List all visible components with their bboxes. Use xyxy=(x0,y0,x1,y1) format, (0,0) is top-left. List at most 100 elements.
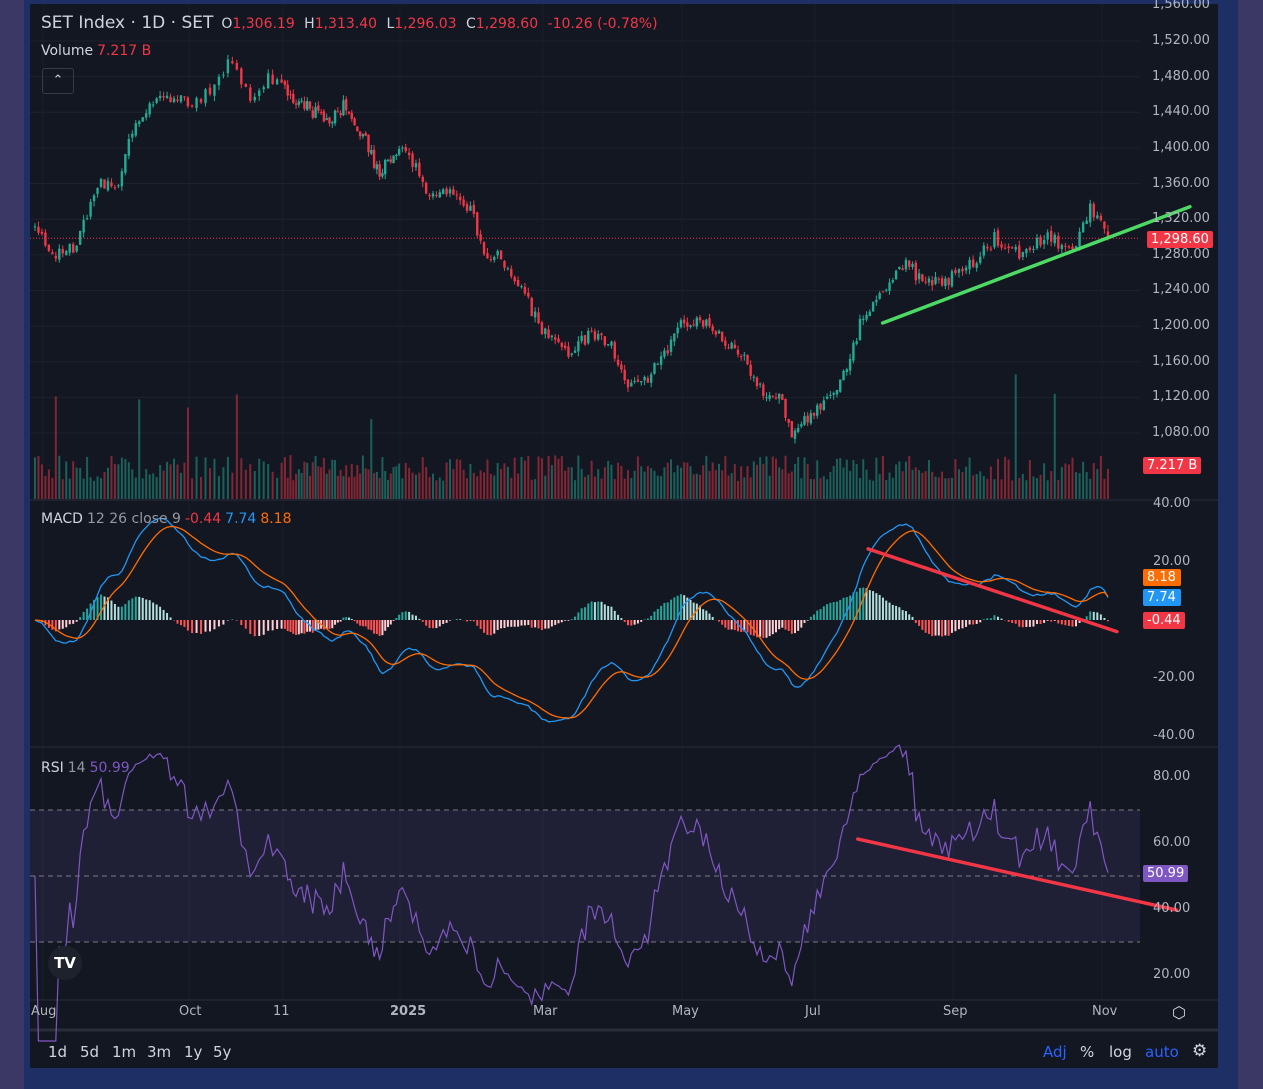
collapse-legend-button[interactable]: ⌃ xyxy=(42,68,74,94)
log-toggle[interactable]: log xyxy=(1109,1043,1132,1061)
volume-bar xyxy=(306,462,309,499)
macd-histogram-bar xyxy=(262,620,265,635)
volume-bar xyxy=(927,459,930,499)
volume-bar xyxy=(47,469,50,499)
candle-body xyxy=(784,398,787,418)
candle-body xyxy=(438,192,441,198)
candle-body xyxy=(787,419,790,423)
time-axis-label: Nov xyxy=(1092,1004,1118,1019)
candle-body xyxy=(600,333,603,336)
settings-hex-icon[interactable]: ⬡ xyxy=(1172,1003,1186,1022)
last-volume-tag: 7.217 B xyxy=(1143,457,1202,474)
macd-histogram-bar xyxy=(486,620,489,635)
candle-body xyxy=(358,131,362,137)
range-button-1y[interactable]: 1y xyxy=(184,1043,203,1061)
macd-histogram-bar xyxy=(816,610,819,620)
macd-histogram-bar xyxy=(653,611,656,620)
volume-bar xyxy=(152,473,155,499)
candle-body xyxy=(547,329,550,339)
macd-histogram-bar xyxy=(577,612,580,620)
macd-histogram-bar xyxy=(1071,620,1074,627)
chevron-up-icon: ⌃ xyxy=(52,73,64,88)
adj-toggle[interactable]: Adj xyxy=(1043,1043,1067,1061)
macd-histogram-bar xyxy=(781,620,784,628)
range-button-1d[interactable]: 1d xyxy=(48,1043,68,1061)
range-button-1m[interactable]: 1m xyxy=(112,1043,137,1061)
candle-body xyxy=(845,369,849,373)
macd-histogram-bar xyxy=(58,620,61,630)
macd-histogram-bar xyxy=(1036,620,1039,624)
candle-body xyxy=(314,107,317,118)
volume-bar xyxy=(249,464,252,499)
candle-body xyxy=(901,268,904,270)
volume-bar xyxy=(875,457,878,499)
auto-toggle[interactable]: auto xyxy=(1145,1043,1179,1061)
volume-bar xyxy=(937,477,940,499)
range-button-5d[interactable]: 5d xyxy=(80,1043,100,1061)
volume-bar xyxy=(438,477,441,499)
macd-histogram-bar xyxy=(72,620,75,624)
range-button-3m[interactable]: 3m xyxy=(147,1043,172,1061)
tradingview-logo[interactable]: TV xyxy=(48,946,82,980)
volume-bar xyxy=(186,407,189,499)
gear-icon[interactable]: ⚙ xyxy=(1192,1041,1208,1061)
volume-bar xyxy=(708,470,711,499)
volume-bar xyxy=(679,467,682,499)
volume-bar xyxy=(449,459,452,499)
macd-histogram-bar xyxy=(784,620,787,630)
candle-body xyxy=(47,244,51,251)
candle-body xyxy=(533,311,537,318)
macd-histogram-bar xyxy=(580,608,583,620)
candle-body xyxy=(705,319,708,326)
candle-body xyxy=(516,279,520,286)
macd-histogram-bar xyxy=(364,620,367,627)
rsi-axis-label: 60.00 xyxy=(1153,835,1191,850)
candle-body xyxy=(819,403,822,410)
macd-histogram-bar xyxy=(534,620,537,628)
candle-body xyxy=(378,164,381,177)
volume-bar xyxy=(353,476,356,499)
range-button-5y[interactable]: 5y xyxy=(213,1043,232,1061)
volume-bar xyxy=(689,466,692,499)
candle-body xyxy=(593,331,597,340)
volume-bar xyxy=(636,456,639,499)
percent-toggle[interactable]: % xyxy=(1080,1043,1095,1061)
volume-bar xyxy=(359,473,362,499)
volume-bar xyxy=(283,457,286,499)
macd-histogram-bar xyxy=(510,620,513,627)
candle-body xyxy=(848,358,852,371)
macd-histogram-bar xyxy=(408,611,411,620)
rsi-axis-label: 20.00 xyxy=(1153,967,1191,982)
macd-histogram-bar xyxy=(705,610,708,620)
macd-histogram-bar xyxy=(208,620,211,632)
volume-bar xyxy=(173,458,176,499)
open-label: O xyxy=(221,16,233,32)
macd-histogram-bar xyxy=(862,587,865,620)
macd-histogram-bar xyxy=(389,620,392,625)
macd-histogram-bar xyxy=(353,620,356,622)
candle-body xyxy=(395,154,398,157)
candle-body xyxy=(682,319,686,324)
macd-histogram-bar xyxy=(1028,620,1031,627)
macd-histogram-bar xyxy=(603,604,606,620)
candle-body xyxy=(1074,246,1078,249)
candle-body xyxy=(1078,231,1081,247)
macd-histogram-bar xyxy=(865,588,868,620)
volume-bar xyxy=(418,472,421,499)
volume-bar xyxy=(534,479,537,499)
volume-bar xyxy=(1089,478,1092,499)
volume-bar xyxy=(523,460,526,499)
volume-bar xyxy=(673,472,676,499)
volume-bar xyxy=(404,462,407,499)
candle-body xyxy=(213,84,216,96)
macd-histogram-bar xyxy=(888,602,891,620)
volume-bar xyxy=(141,478,144,499)
macd-histogram-bar xyxy=(743,620,746,632)
candle-body xyxy=(37,226,40,233)
volume-bar xyxy=(564,470,567,499)
candle-body xyxy=(300,100,303,102)
candle-body xyxy=(199,99,203,103)
chart-panel[interactable] xyxy=(30,4,1218,1068)
candle-body xyxy=(401,147,404,149)
